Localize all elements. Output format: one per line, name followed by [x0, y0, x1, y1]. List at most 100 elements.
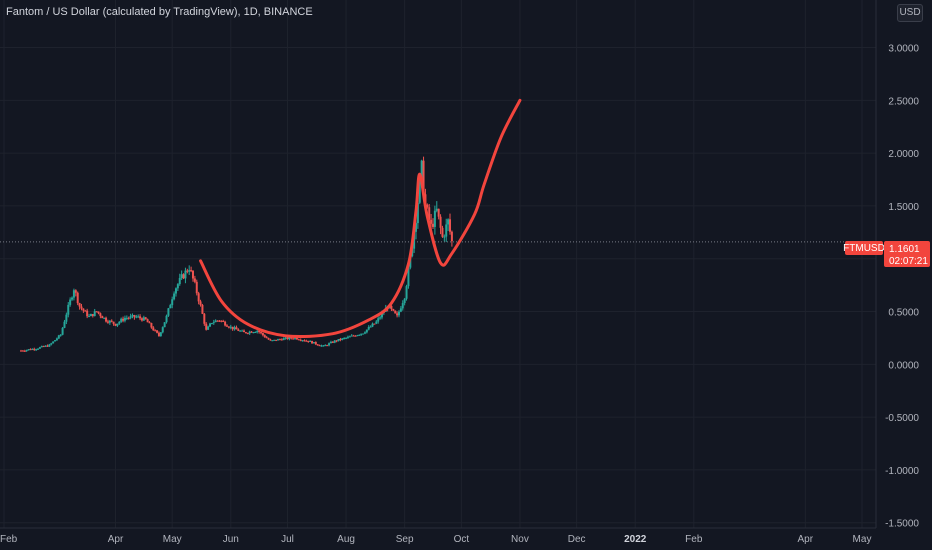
candle-body: [329, 341, 332, 344]
candle-body: [322, 345, 325, 347]
candle-body: [59, 334, 62, 336]
chart-title: Fantom / US Dollar (calculated by Tradin…: [6, 6, 313, 18]
price-tag-value: 1.1601: [889, 244, 920, 255]
candle-body: [430, 219, 433, 224]
candle-body: [25, 349, 28, 351]
candle-body: [178, 277, 181, 285]
candle-body: [40, 346, 43, 348]
candle-body: [112, 321, 115, 324]
candle-body: [229, 326, 232, 328]
candle-body: [260, 332, 263, 334]
candle-body: [150, 323, 153, 328]
candle-body: [116, 323, 119, 326]
candle-body: [231, 326, 234, 330]
last-price-tag[interactable]: FTMUSD 1.1601 02:07:21: [843, 241, 930, 267]
candle-body: [135, 316, 138, 318]
candle-body: [426, 204, 429, 208]
candle-body: [78, 303, 81, 307]
candle-body: [20, 350, 23, 352]
price-tag-box: [884, 241, 930, 267]
candle-body: [437, 208, 440, 217]
candle-body: [54, 340, 57, 342]
candle-body: [373, 323, 376, 325]
y-tick-label: -1.0000: [885, 466, 919, 477]
candle-body: [396, 313, 399, 316]
candle-body: [142, 317, 145, 321]
symbol-tag-box: [845, 241, 883, 255]
candle-body: [345, 337, 348, 339]
candle-body: [394, 310, 397, 314]
candle-body: [105, 317, 108, 322]
candle-body: [354, 335, 357, 337]
candle-body: [218, 320, 221, 322]
candle-body: [125, 317, 128, 319]
candle-body: [190, 270, 193, 272]
candle-body: [180, 274, 183, 278]
candle-body: [171, 299, 174, 306]
candle-body: [35, 349, 38, 351]
candle-body: [88, 316, 91, 318]
candle-body: [233, 327, 236, 330]
candle-body: [237, 329, 240, 331]
candle-body: [377, 318, 380, 322]
y-tick-label: 3.0000: [888, 44, 919, 55]
y-tick-label-partial: 3.5000: [888, 0, 919, 2]
symbol-tag-text: FTMUSD: [843, 243, 885, 254]
candle-body: [91, 314, 94, 317]
candle-body: [311, 340, 314, 344]
candle-body: [282, 338, 285, 341]
x-tick-label: Aug: [337, 534, 355, 545]
candle-body: [133, 315, 136, 318]
candle-body: [447, 219, 450, 225]
candle-body: [89, 314, 92, 317]
candle-body: [416, 202, 419, 224]
candle-body: [333, 340, 336, 343]
x-tick-label: Feb: [0, 534, 18, 545]
candle-body: [220, 320, 223, 322]
candle-body: [380, 313, 383, 318]
candle-body: [358, 334, 361, 336]
candle-body: [226, 325, 229, 327]
candle-body: [72, 290, 75, 298]
candle-body: [208, 323, 211, 327]
candle-body: [61, 327, 64, 335]
x-tick-label: Oct: [454, 534, 470, 545]
candle-body: [140, 318, 143, 321]
candle-body: [31, 348, 34, 350]
candle-body: [277, 339, 280, 341]
candle-body: [422, 160, 425, 195]
candle-body: [214, 320, 217, 323]
candle-body: [288, 337, 291, 340]
x-tick-label: Sep: [396, 534, 414, 545]
candle-body: [239, 330, 242, 332]
candle-body: [193, 278, 196, 282]
candle-body: [156, 330, 159, 333]
candle-body: [23, 350, 26, 352]
candle-body: [197, 293, 200, 302]
trend-drawing-curve[interactable]: [199, 98, 522, 339]
candle-body: [305, 340, 308, 342]
time-axis[interactable]: Feb Apr May Jun Jul Aug Sep Oct Nov Dec 2022 Feb Apr…: [0, 534, 871, 545]
candle-body: [224, 321, 227, 326]
candle-body: [46, 345, 49, 347]
candle-body: [261, 333, 264, 336]
x-tick-label: Apr: [798, 534, 814, 545]
candle-body: [191, 270, 194, 279]
candle-body: [80, 306, 83, 309]
candle-body: [93, 311, 96, 317]
candle-body: [97, 311, 100, 314]
x-tick-label: Feb: [685, 534, 703, 545]
candle-body: [169, 305, 172, 309]
currency-badge[interactable]: USD: [897, 4, 923, 22]
candle-body: [303, 340, 306, 342]
candle-body: [127, 317, 130, 319]
x-tick-label: 2022: [624, 534, 647, 545]
candle-body: [292, 338, 295, 340]
candle-body: [432, 223, 434, 227]
horizontal-grid: [0, 47, 876, 524]
candle-body: [161, 327, 164, 333]
candle-body: [199, 301, 202, 305]
x-tick-label: Jul: [281, 534, 294, 545]
candle-body: [356, 335, 359, 337]
